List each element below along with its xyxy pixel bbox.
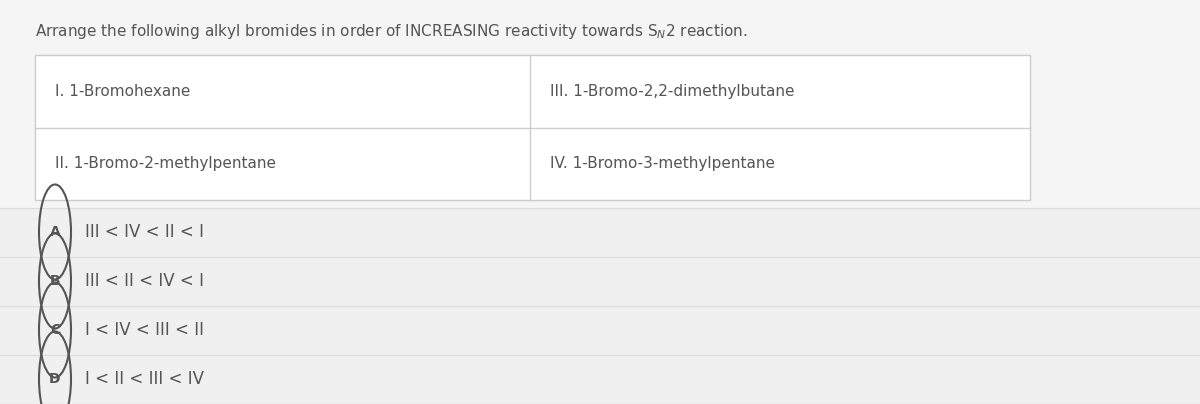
Text: C: C: [50, 323, 60, 337]
Text: I. 1-Bromohexane: I. 1-Bromohexane: [55, 84, 191, 99]
Bar: [0, 208, 1200, 257]
Text: III. 1-Bromo-2,2-dimethylbutane: III. 1-Bromo-2,2-dimethylbutane: [550, 84, 794, 99]
Text: I < II < III < IV: I < II < III < IV: [85, 370, 204, 388]
Text: II. 1-Bromo-2-methylpentane: II. 1-Bromo-2-methylpentane: [55, 156, 276, 171]
Text: I < IV < III < II: I < IV < III < II: [85, 321, 204, 339]
Text: D: D: [49, 372, 61, 386]
Bar: [35, 55, 1030, 200]
Text: III < IV < II < I: III < IV < II < I: [85, 223, 204, 241]
Text: B: B: [49, 274, 60, 288]
Bar: [0, 354, 1200, 404]
Bar: [0, 305, 1200, 354]
Bar: [0, 257, 1200, 305]
Text: IV. 1-Bromo-3-methylpentane: IV. 1-Bromo-3-methylpentane: [550, 156, 775, 171]
Text: A: A: [49, 225, 60, 239]
Text: Arrange the following alkyl bromides in order of INCREASING reactivity towards S: Arrange the following alkyl bromides in …: [35, 22, 748, 41]
Text: III < II < IV < I: III < II < IV < I: [85, 272, 204, 290]
